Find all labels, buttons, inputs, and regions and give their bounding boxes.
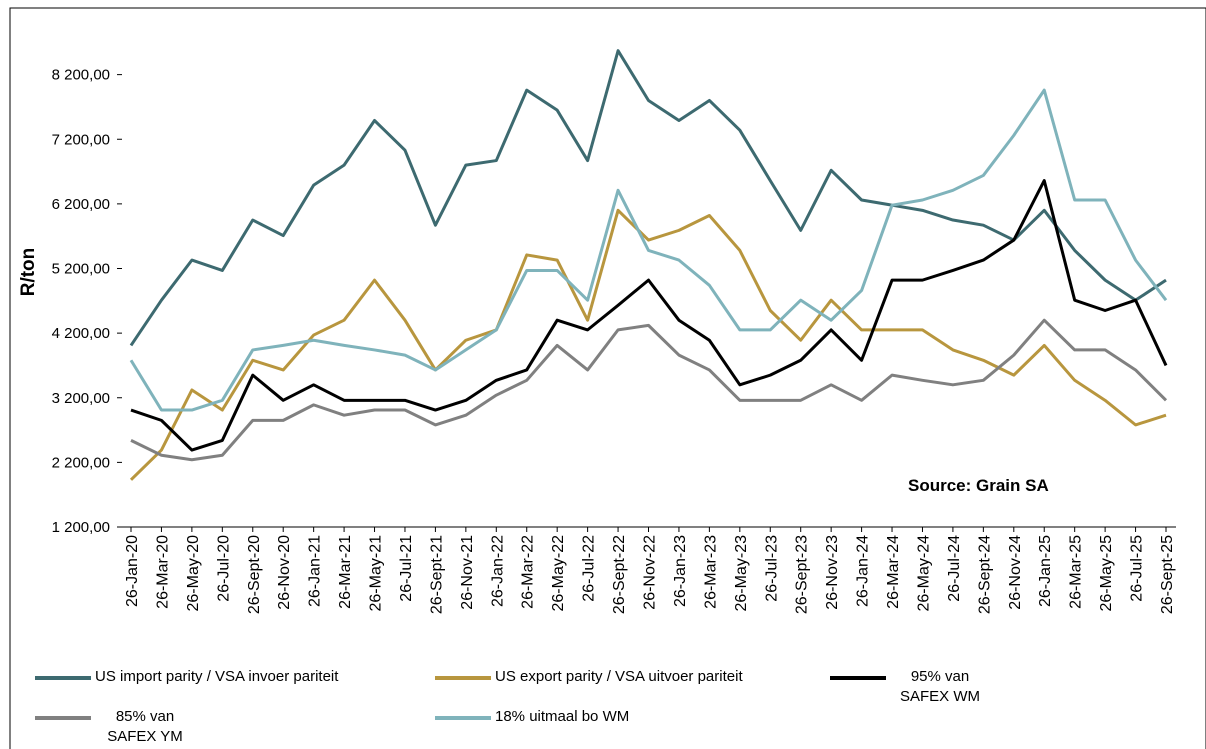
x-tick-label: 26-Mar-24 [885, 535, 902, 609]
x-tick-label: 26-Nov-23 [824, 535, 841, 610]
x-tick-label: 26-May-22 [550, 535, 567, 612]
x-tick-label: 26-Jan-25 [1037, 535, 1054, 607]
series-line [130, 179, 1168, 452]
x-tick-label: 26-May-24 [915, 535, 932, 612]
series-line [130, 318, 1168, 462]
x-tick-label: 26-Mar-21 [337, 535, 354, 609]
legend-label: 95% van SAFEX WM [899, 668, 980, 705]
frame [9, 7, 1206, 749]
x-tick-label: 26-Mar-23 [702, 535, 719, 609]
y-tick-label: 5 200,00 [52, 261, 110, 278]
legend-label: US export parity / VSA uitvoer pariteit [495, 668, 743, 685]
x-tick-label: 26-Sept-20 [246, 535, 263, 614]
y-tick-label: 6 200,00 [52, 196, 110, 213]
legend-swatch [435, 676, 491, 680]
legend-label: US import parity / VSA invoer pariteit [95, 668, 339, 685]
legend-swatch [435, 716, 491, 720]
x-tick-label: 26-Jan-21 [307, 535, 324, 607]
x-tick-label: 26-May-25 [1098, 535, 1115, 612]
legend-swatch [35, 676, 91, 680]
x-tick-label: 26-May-20 [185, 535, 202, 612]
series-line [129, 49, 1167, 347]
x-tick-label: 26-Sept-22 [611, 535, 628, 614]
x-tick-label: 26-Sept-25 [1159, 535, 1176, 614]
legend-label: 18% uitmaal bo WM [495, 708, 630, 725]
x-tick-label: 26-Nov-22 [642, 535, 659, 610]
x-tick-label: 26-Jul-22 [581, 535, 598, 602]
x-tick-label: 26-Jul-20 [215, 535, 232, 602]
x-tick-label: 26-Jan-24 [855, 535, 872, 607]
x-tick-label: 26-Jan-22 [489, 535, 506, 607]
x-tick-label: 26-Nov-20 [276, 535, 293, 610]
x-tick-label: 26-Mar-20 [154, 535, 171, 609]
y-axis-label: R/ton [18, 248, 39, 297]
x-tick-label: 26-Jan-23 [672, 535, 689, 607]
y-tick-label: 3 200,00 [52, 390, 110, 407]
x-tick-label: 26-Jul-23 [763, 535, 780, 602]
x-tick-label: 26-May-23 [733, 535, 750, 612]
x-tick-label: 26-Sept-24 [976, 535, 993, 614]
y-tick-label: 8 200,00 [52, 67, 110, 84]
y-tick-label: 1 200,00 [52, 519, 110, 536]
x-tick-label: 26-May-21 [368, 535, 385, 612]
x-tick-label: 26-Sept-23 [794, 535, 811, 614]
legend-label: 85% van SAFEX YM [107, 708, 183, 745]
x-tick-label: 26-Nov-21 [459, 535, 476, 610]
x-tick-label: 26-Jan-20 [124, 535, 141, 607]
series-line [129, 208, 1167, 481]
x-tick-label: 26-Jul-21 [398, 535, 415, 602]
x-tick-label: 26-Jul-24 [946, 535, 963, 602]
x-tick-label: 26-Nov-24 [1007, 535, 1024, 610]
y-tick-label: 2 200,00 [52, 454, 110, 471]
x-tick-label: 26-Sept-21 [428, 535, 445, 614]
series-line [129, 88, 1168, 412]
annotation: Source: Grain SA [908, 476, 1049, 495]
legend-swatch [35, 716, 91, 720]
legend-swatch [830, 676, 886, 680]
x-tick-label: 26-Mar-22 [520, 535, 537, 609]
y-tick-label: 4 200,00 [52, 325, 110, 342]
x-tick-label: 26-Mar-25 [1068, 535, 1085, 609]
x-tick-label: 26-Jul-25 [1129, 535, 1146, 602]
y-tick-label: 7 200,00 [52, 131, 110, 148]
